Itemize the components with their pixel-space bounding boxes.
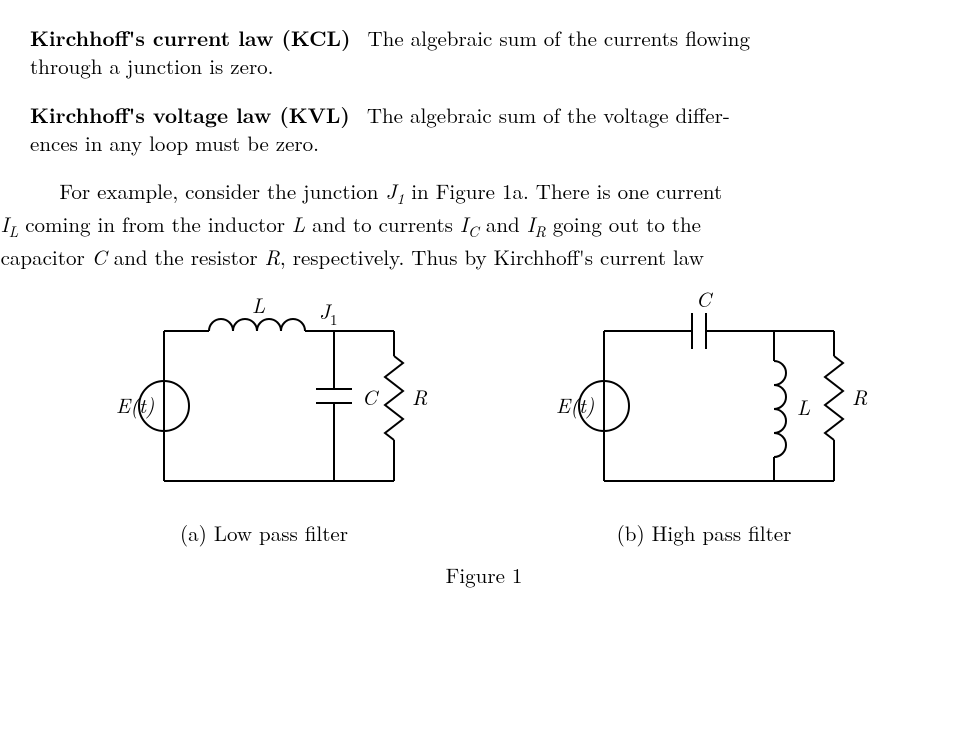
R-sym: R: [265, 242, 280, 272]
label-R-a: R: [412, 382, 428, 412]
figure-row: E(t) L J1 C R (a) Low pass filter: [30, 291, 938, 547]
label-J1-a: J1: [319, 296, 338, 330]
IC-sym: I: [460, 209, 468, 239]
kvl-body-2: ences in any loop must be zero.: [30, 128, 319, 158]
C-sym: C: [92, 242, 107, 272]
circuit-b-svg: E(t) C L R: [504, 291, 904, 511]
IL-sym: I: [1, 209, 9, 239]
IL-sub: L: [9, 221, 18, 242]
example-paragraph: For example, consider the junction J1 in…: [30, 177, 938, 271]
caption-a: (a) Low pass filter: [180, 519, 348, 547]
kcl-body-2: through a junction is zero.: [30, 51, 274, 81]
example-l1b: in Figure 1a. There is one current: [404, 176, 722, 206]
label-E-a: E(t): [116, 390, 155, 420]
subfigure-a: E(t) L J1 C R (a) Low pass filter: [64, 291, 464, 547]
example-l3a: capacitor: [1, 242, 92, 272]
example-l3c: , respectively. Thus by Kirchhoff's curr…: [280, 242, 704, 272]
example-l2a: coming in from the inductor: [18, 209, 292, 239]
example-l2d: going out to the: [546, 209, 701, 239]
label-C-b: C: [696, 284, 714, 314]
L-sym: L: [292, 209, 305, 239]
example-l2b: and to currents: [305, 209, 460, 239]
kcl-paragraph: Kirchhoff's current law (KCL) The algebr…: [30, 24, 938, 81]
kcl-body-1: The algebraic sum of the currents flowin…: [357, 23, 749, 53]
kvl-heading: Kirchhoff's voltage law (KVL): [30, 100, 350, 130]
label-R-b: R: [852, 382, 868, 412]
caption-b: (b) High pass filter: [617, 519, 792, 547]
IC-sub: C: [468, 221, 479, 242]
example-l3b: and the resistor: [107, 242, 265, 272]
kcl-heading: Kirchhoff's current law (KCL): [30, 23, 350, 53]
label-C-a: C: [362, 382, 380, 412]
kvl-body-1: The algebraic sum of the voltage differ-: [357, 100, 730, 130]
kvl-paragraph: Kirchhoff's voltage law (KVL) The algebr…: [30, 101, 938, 158]
example-l2c: and: [479, 209, 527, 239]
figure-caption: Figure 1: [30, 561, 938, 589]
label-E-b: E(t): [556, 390, 595, 420]
IR-sub: R: [535, 221, 546, 242]
subfigure-b: E(t) C L R (b) High pass filter: [504, 291, 904, 547]
J1-sym: J: [385, 176, 396, 206]
label-L-a: L: [252, 290, 266, 320]
label-L-b: L: [797, 392, 811, 422]
IR-sym: I: [527, 209, 535, 239]
example-l1a: For example, consider the junction: [59, 176, 385, 206]
circuit-a-svg: E(t) L J1 C R: [64, 291, 464, 511]
